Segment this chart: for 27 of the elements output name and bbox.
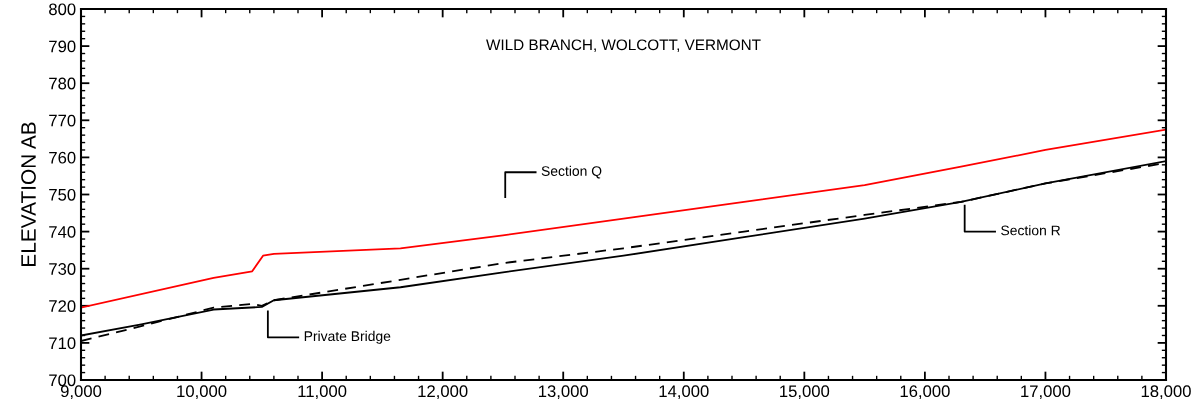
annotation: Private Bridge (304, 330, 391, 344)
y-tick-label: 800 (49, 3, 76, 16)
y-tick-label: 730 (49, 263, 76, 275)
line-series (81, 128, 1166, 309)
x-tick-label: 14,000 (659, 385, 709, 400)
x-tick-label: 18,000 (1141, 385, 1191, 400)
x-tick-label: 11,000 (298, 385, 347, 400)
x-tick-label: 10,000 (177, 385, 227, 400)
x-tick-label: 15,000 (780, 385, 830, 400)
y-tick-label: 750 (49, 188, 76, 201)
y-tick-label: 700 (49, 374, 76, 387)
y-axis-title: ELEVATION AB (21, 122, 36, 266)
x-tick-label: 13,000 (539, 385, 589, 400)
y-tick-label: 790 (49, 40, 76, 53)
y-tick-label: 770 (49, 114, 76, 127)
x-tick-label: 12,000 (418, 385, 468, 400)
y-tick-label: 740 (49, 226, 76, 238)
x-tick-label: 17,000 (1021, 385, 1071, 400)
y-tick-label: 710 (49, 337, 76, 350)
x-tick-label: 16,000 (900, 385, 950, 400)
annotation: Section R (1001, 225, 1061, 236)
x-tick-label: 9,000 (60, 385, 102, 400)
y-tick-label: 760 (49, 151, 76, 164)
text: WILD BRANCH, WOLCOTT, VERMONT (486, 39, 761, 53)
annotation: Section Q (541, 165, 602, 179)
y-tick-label: 780 (49, 77, 76, 90)
y-tick-label: 720 (49, 300, 76, 312)
